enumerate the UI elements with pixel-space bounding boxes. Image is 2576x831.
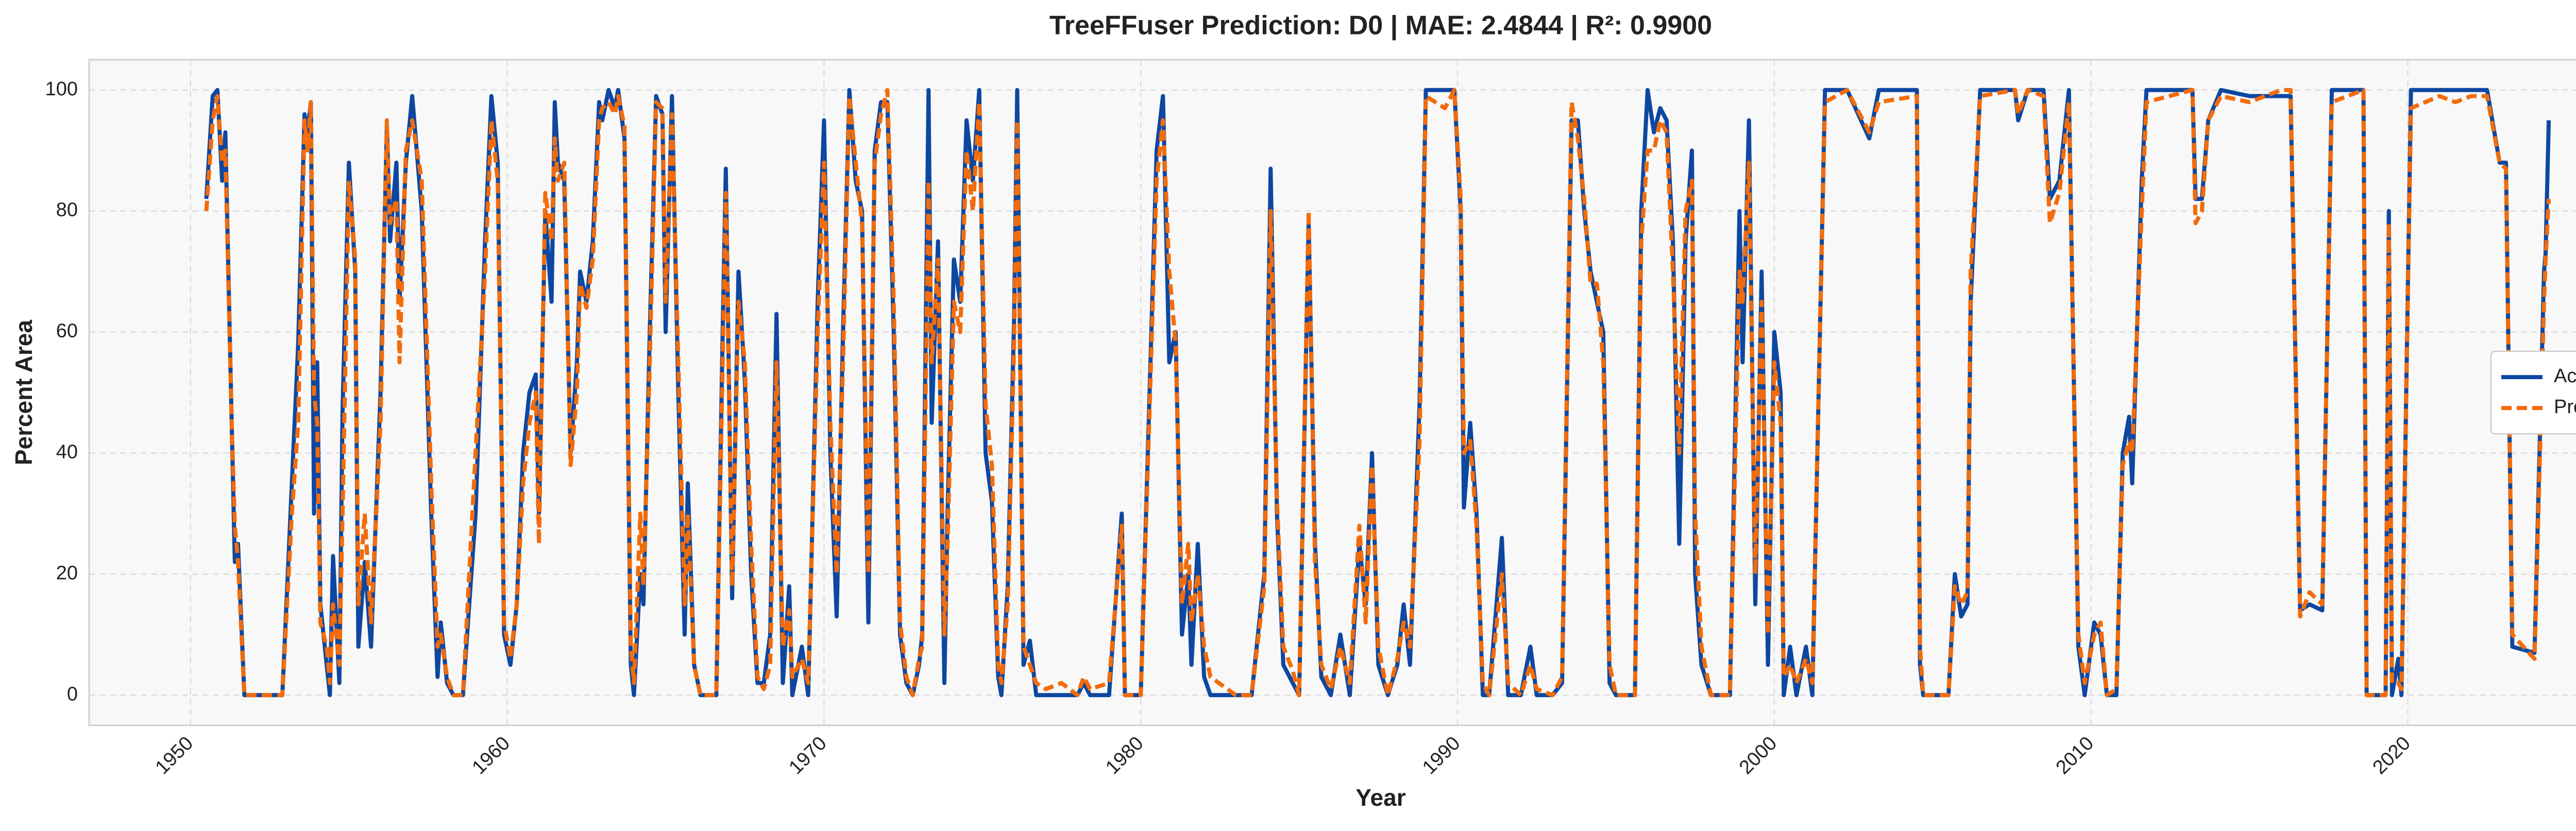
y-axis-label: Percent Area: [10, 320, 37, 466]
legend-label: Predicted: [2554, 396, 2576, 418]
plot-frame: [88, 59, 2576, 726]
y-tick-label: 40: [56, 441, 78, 463]
series-line: [204, 88, 2551, 698]
y-tick-label: 20: [56, 562, 78, 584]
grid: [89, 60, 2576, 725]
legend-label: Actual: [2554, 365, 2576, 387]
y-tick-label: 60: [56, 320, 78, 342]
x-axis-label: Year: [1355, 784, 1405, 811]
series-line: [204, 88, 2551, 698]
y-tick-label: 100: [45, 78, 78, 100]
lines: [204, 88, 2551, 698]
y-tick-label: 0: [67, 683, 78, 705]
legend-box: [2490, 350, 2576, 435]
plot-area: [89, 60, 2576, 725]
legend: Actual Predicted: [2490, 350, 2576, 435]
chart-title: TreeFFuser Prediction: D0 | MAE: 2.4844 …: [1049, 11, 1712, 41]
y-tick-label: 80: [56, 199, 78, 221]
